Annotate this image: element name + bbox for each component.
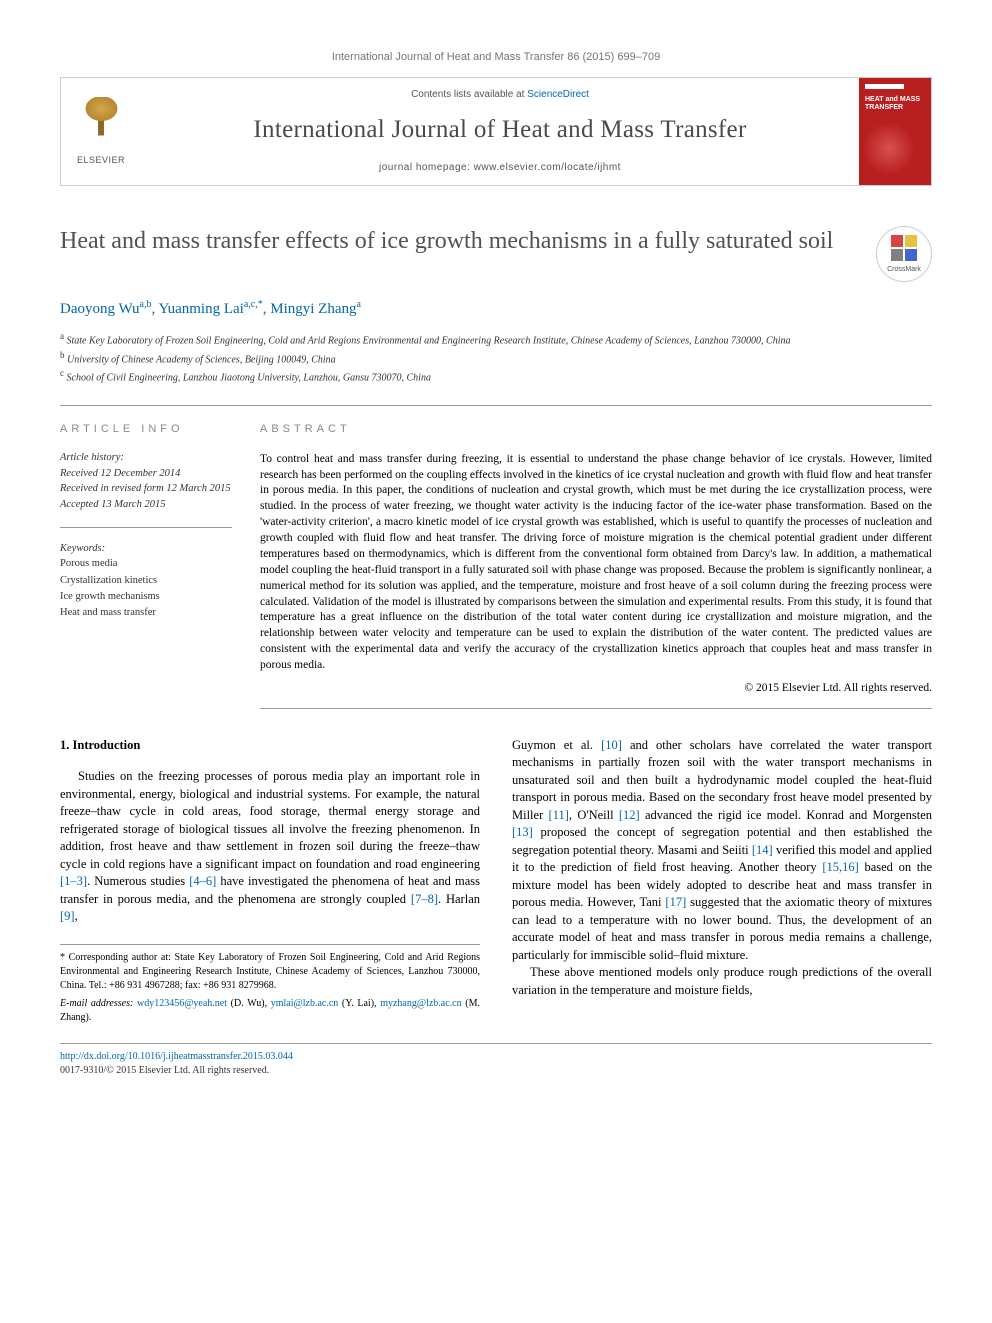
keyword: Porous media: [60, 556, 232, 572]
citation-link[interactable]: [7–8]: [411, 892, 438, 906]
text: Studies on the freezing processes of por…: [60, 769, 480, 871]
email-label: E-mail addresses:: [60, 998, 137, 1009]
email-line: E-mail addresses: wdy123456@yeah.net (D.…: [60, 997, 480, 1025]
citation-link[interactable]: [1–3]: [60, 874, 87, 888]
article-info-panel: ARTICLE INFO Article history: Received 1…: [60, 405, 260, 709]
crossmark-red-icon: [891, 235, 903, 247]
keywords-label: Keywords:: [60, 542, 232, 557]
corresponding-author-note: * Corresponding author at: State Key Lab…: [60, 951, 480, 993]
text: Guymon et al.: [512, 738, 601, 752]
elsevier-logo[interactable]: ELSEVIER: [61, 78, 141, 185]
history-label: Article history:: [60, 450, 232, 466]
history-received: Received 12 December 2014: [60, 466, 232, 482]
abstract-bottom-rule: [260, 708, 932, 709]
text: , O'Neill: [569, 808, 619, 822]
journal-header: ELSEVIER Contents lists available at Sci…: [60, 77, 932, 186]
citation-link[interactable]: [14]: [752, 843, 773, 857]
author-affiliation-sup: a,c,: [244, 299, 258, 310]
crossmark-label: CrossMark: [887, 265, 921, 275]
text: ,: [75, 909, 78, 923]
affiliations-block: a State Key Laboratory of Frozen Soil En…: [60, 330, 932, 385]
intro-paragraph: Guymon et al. [10] and other scholars ha…: [512, 737, 932, 965]
footnotes-block: * Corresponding author at: State Key Lab…: [60, 944, 480, 1025]
affiliation-b: University of Chinese Academy of Science…: [67, 354, 336, 365]
journal-homepage: journal homepage: www.elsevier.com/locat…: [156, 161, 844, 175]
crossmark-badge[interactable]: CrossMark: [876, 226, 932, 282]
author-link[interactable]: Daoyong Wu: [60, 301, 140, 317]
keyword: Ice growth mechanisms: [60, 589, 232, 605]
email-link[interactable]: wdy123456@yeah.net: [137, 998, 227, 1009]
elsevier-label: ELSEVIER: [77, 154, 125, 167]
contents-prefix: Contents lists available at: [411, 89, 527, 100]
section-heading-intro: 1. Introduction: [60, 737, 480, 755]
history-revised: Received in revised form 12 March 2015: [60, 481, 232, 497]
citation-link[interactable]: [17]: [665, 895, 686, 909]
citation-link[interactable]: [4–6]: [189, 874, 216, 888]
abstract-text: To control heat and mass transfer during…: [260, 452, 932, 674]
journal-cover-thumbnail[interactable]: HEAT and MASS TRANSFER: [859, 78, 931, 185]
cover-bar-icon: [865, 84, 904, 89]
page-footer: http://dx.doi.org/10.1016/j.ijheatmasstr…: [60, 1043, 932, 1078]
keyword: Crystallization kinetics: [60, 573, 232, 589]
cover-art-icon: [865, 118, 925, 180]
paper-title: Heat and mass transfer effects of ice gr…: [60, 226, 856, 256]
affiliation-c: School of Civil Engineering, Lanzhou Jia…: [67, 372, 431, 383]
author-affiliation-sup: a,b: [140, 299, 152, 310]
history-accepted: Accepted 13 March 2015: [60, 497, 232, 513]
article-info-header: ARTICLE INFO: [60, 422, 232, 437]
citation-link[interactable]: [9]: [60, 909, 75, 923]
author-link[interactable]: Yuanming Lai: [158, 301, 243, 317]
abstract-panel: ABSTRACT To control heat and mass transf…: [260, 405, 932, 709]
text: advanced the rigid ice model. Konrad and…: [640, 808, 932, 822]
doi-link[interactable]: http://dx.doi.org/10.1016/j.ijheatmasstr…: [60, 1051, 293, 1062]
header-center: Contents lists available at ScienceDirec…: [141, 78, 859, 185]
homepage-label: journal homepage:: [379, 162, 474, 173]
citation-link[interactable]: [11]: [549, 808, 569, 822]
body-right-column: Guymon et al. [10] and other scholars ha…: [512, 737, 932, 1025]
author-link[interactable]: Mingyi Zhang: [270, 301, 356, 317]
journal-title: International Journal of Heat and Mass T…: [156, 112, 844, 147]
sciencedirect-link[interactable]: ScienceDirect: [527, 89, 589, 100]
issn-copyright: 0017-9310/© 2015 Elsevier Ltd. All right…: [60, 1064, 932, 1078]
elsevier-tree-icon: [74, 97, 129, 152]
info-divider: [60, 527, 232, 528]
body-left-column: 1. Introduction Studies on the freezing …: [60, 737, 480, 1025]
journal-reference: International Journal of Heat and Mass T…: [60, 50, 932, 65]
citation-link[interactable]: [10]: [601, 738, 622, 752]
abstract-copyright: © 2015 Elsevier Ltd. All rights reserved…: [260, 680, 932, 696]
crossmark-blue-icon: [905, 249, 917, 261]
abstract-header: ABSTRACT: [260, 422, 932, 437]
cover-title: HEAT and MASS TRANSFER: [865, 96, 925, 111]
affiliation-a: State Key Laboratory of Frozen Soil Engi…: [67, 336, 791, 347]
citation-link[interactable]: [12]: [619, 808, 640, 822]
keyword: Heat and mass transfer: [60, 605, 232, 621]
citation-link[interactable]: [15,16]: [822, 860, 858, 874]
author-list: Daoyong Wua,b, Yuanming Laia,c,*, Mingyi…: [60, 298, 932, 320]
homepage-url[interactable]: www.elsevier.com/locate/ijhmt: [474, 162, 621, 173]
crossmark-yellow-icon: [905, 235, 917, 247]
text: . Numerous studies: [87, 874, 189, 888]
intro-paragraph: Studies on the freezing processes of por…: [60, 768, 480, 926]
author-affiliation-sup: a: [356, 299, 360, 310]
body-two-column: 1. Introduction Studies on the freezing …: [60, 737, 932, 1025]
corresponding-star[interactable]: *: [258, 299, 263, 310]
email-link[interactable]: myzhang@lzb.ac.cn: [380, 998, 461, 1009]
citation-link[interactable]: [13]: [512, 825, 533, 839]
crossmark-gray-icon: [891, 249, 903, 261]
intro-paragraph: These above mentioned models only produc…: [512, 964, 932, 999]
email-who: (Y. Lai),: [338, 998, 380, 1009]
email-who: (D. Wu),: [227, 998, 271, 1009]
email-link[interactable]: ymlai@lzb.ac.cn: [271, 998, 339, 1009]
text: . Harlan: [438, 892, 480, 906]
contents-available: Contents lists available at ScienceDirec…: [156, 88, 844, 102]
